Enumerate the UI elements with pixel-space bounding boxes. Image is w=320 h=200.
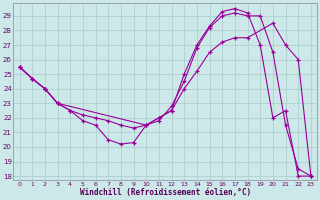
X-axis label: Windchill (Refroidissement éolien,°C): Windchill (Refroidissement éolien,°C) <box>80 188 251 197</box>
